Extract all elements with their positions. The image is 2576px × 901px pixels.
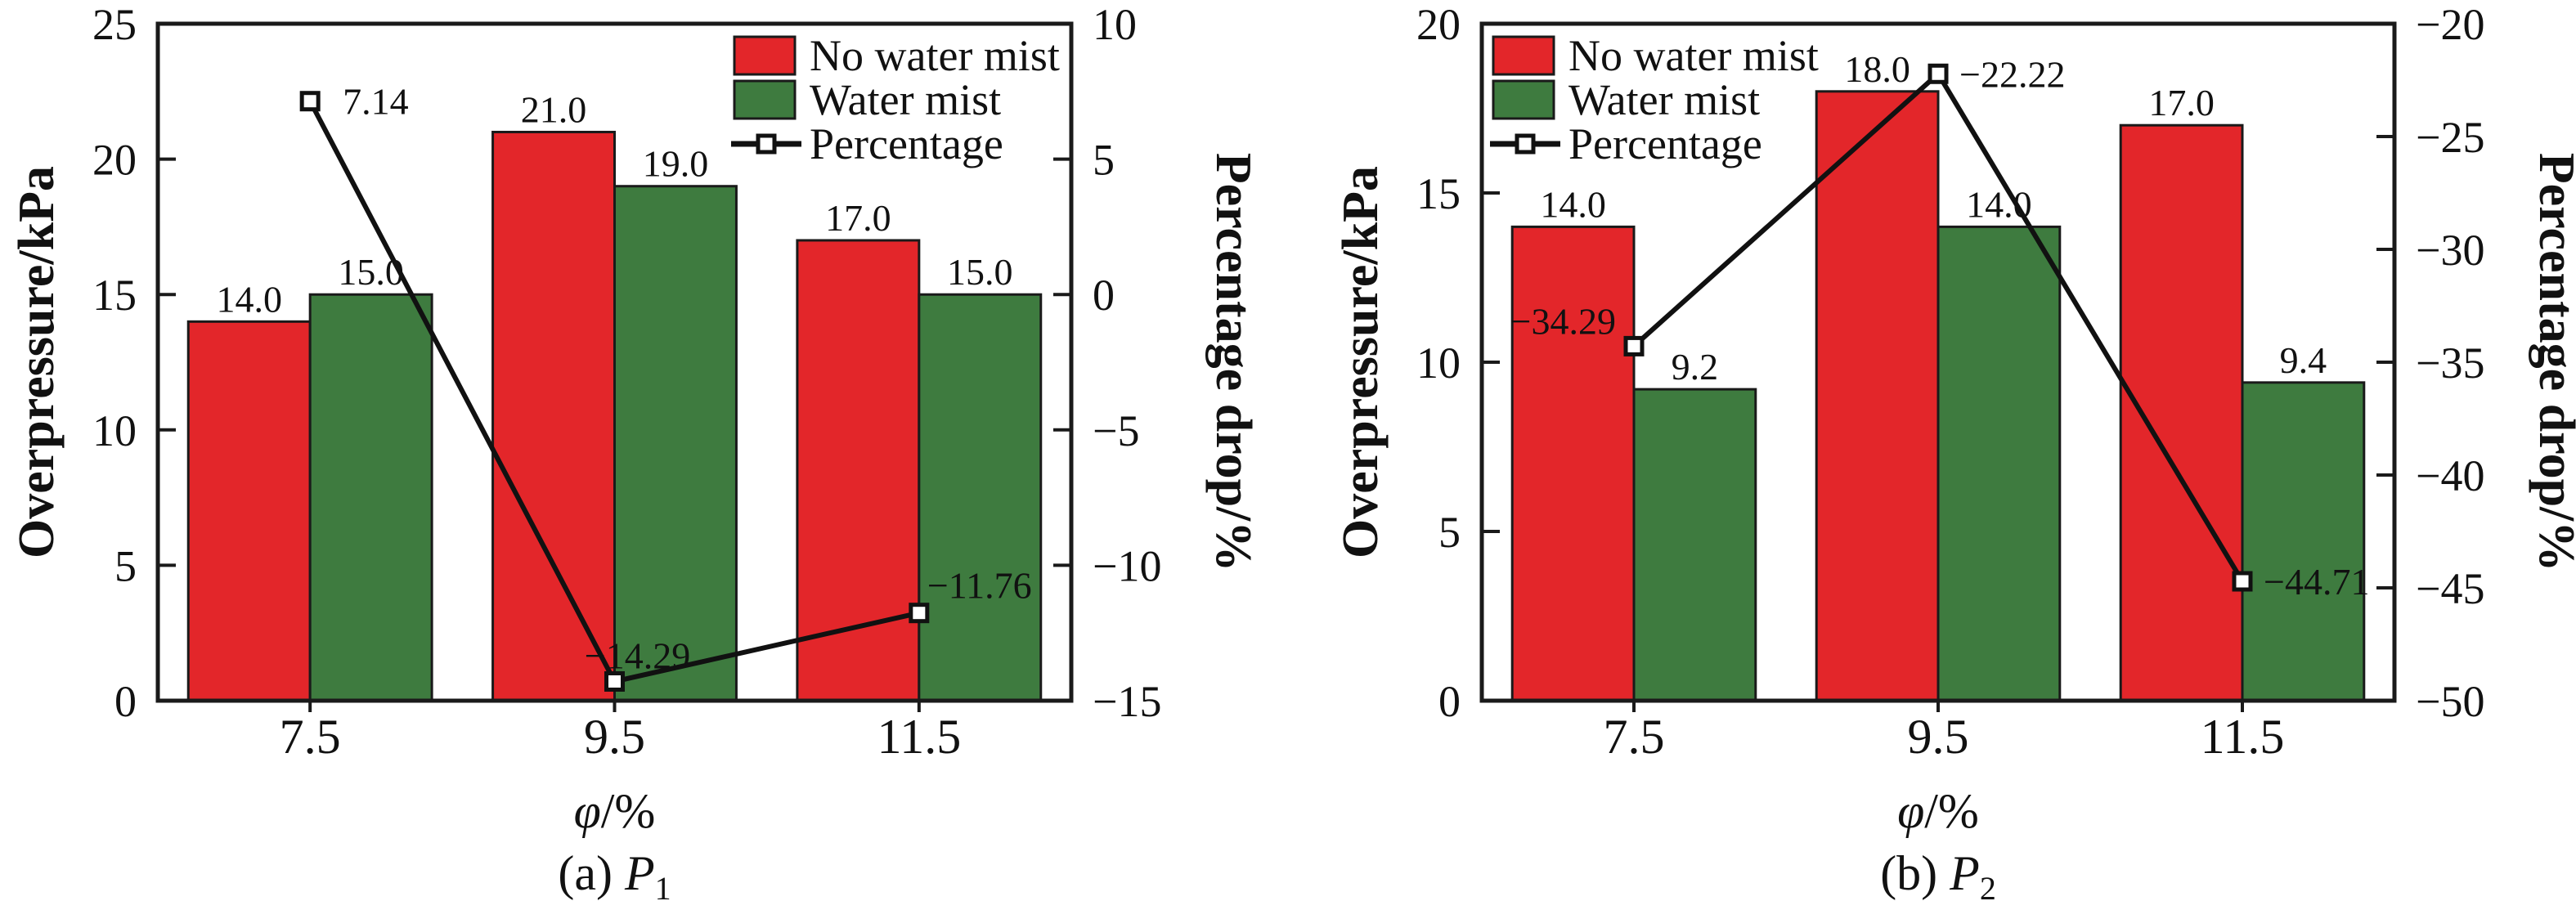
bar-value-label-water-mist-7.5: 9.2 bbox=[1672, 346, 1719, 388]
line-point-label-9.5: −14.29 bbox=[585, 634, 690, 676]
bar-value-label-no-water-mist-11.5: 17.0 bbox=[825, 197, 891, 239]
bar-water-mist-7.5 bbox=[1632, 388, 1757, 702]
bar-value-label-water-mist-9.5: 14.0 bbox=[1966, 183, 2032, 225]
line-marker-11.5 bbox=[2232, 571, 2253, 592]
line-marker-9.5 bbox=[604, 670, 625, 692]
line-point-label-11.5: −11.76 bbox=[927, 565, 1032, 607]
left-tick-label: 20 bbox=[92, 136, 137, 185]
left-tick-label: 10 bbox=[92, 406, 137, 455]
legend-line-marker bbox=[756, 133, 777, 155]
legend-line-marker bbox=[1515, 133, 1536, 155]
legend-swatch-water-mist bbox=[733, 79, 797, 120]
line-point-label-11.5: −44.71 bbox=[2264, 561, 2369, 603]
right-tick-label: −20 bbox=[2416, 0, 2484, 49]
legend-swatch-no-water-mist bbox=[1492, 35, 1555, 76]
right-tick-label: −40 bbox=[2416, 451, 2484, 500]
left-tick-label: 0 bbox=[1438, 677, 1461, 726]
right-tick-label: −45 bbox=[2416, 564, 2484, 613]
panel-caption: (a) P1 bbox=[558, 846, 671, 901]
right-tick-label: 10 bbox=[1093, 0, 1137, 49]
bar-value-label-no-water-mist-11.5: 17.0 bbox=[2148, 82, 2215, 123]
bar-no-water-mist-7.5 bbox=[1510, 225, 1636, 702]
line-marker-11.5 bbox=[909, 603, 930, 624]
line-point-label-9.5: −22.22 bbox=[1959, 53, 2065, 95]
legend-label-0: No water mist bbox=[1568, 31, 1819, 80]
x-axis-title: φ/% bbox=[1897, 784, 1979, 838]
line-marker-7.5 bbox=[299, 91, 321, 112]
line-point-label-7.5: −34.29 bbox=[1510, 300, 1616, 342]
left-tick-label: 15 bbox=[1416, 169, 1461, 218]
right-tick-label: 0 bbox=[1093, 271, 1115, 320]
left-tick-label: 5 bbox=[114, 541, 137, 590]
x-axis-title: φ/% bbox=[574, 784, 656, 838]
bar-no-water-mist-9.5 bbox=[491, 130, 616, 702]
left-axis-title: Overpressure/kPa bbox=[1333, 166, 1389, 558]
bar-value-label-no-water-mist-7.5: 14.0 bbox=[1540, 183, 1606, 225]
left-tick-label: 10 bbox=[1416, 338, 1461, 388]
bar-value-label-no-water-mist-9.5: 18.0 bbox=[1844, 48, 1910, 90]
bar-no-water-mist-11.5 bbox=[796, 239, 921, 702]
panel-caption: (b) P2 bbox=[1880, 846, 1996, 901]
right-tick-label: −35 bbox=[2416, 338, 2484, 388]
right-tick-label: −10 bbox=[1093, 541, 1161, 590]
legend-swatch-no-water-mist bbox=[733, 35, 797, 76]
right-tick-label: −5 bbox=[1093, 406, 1139, 455]
line-point-label-7.5: 7.14 bbox=[343, 81, 409, 123]
bar-value-label-no-water-mist-9.5: 21.0 bbox=[521, 88, 587, 130]
left-tick-label: 5 bbox=[1438, 508, 1461, 557]
bar-value-label-no-water-mist-7.5: 14.0 bbox=[216, 278, 282, 320]
bar-water-mist-11.5 bbox=[2241, 381, 2366, 702]
x-tick-label: 9.5 bbox=[584, 710, 645, 764]
bar-no-water-mist-7.5 bbox=[186, 320, 312, 702]
right-tick-label: −50 bbox=[2416, 677, 2484, 726]
bar-water-mist-9.5 bbox=[613, 185, 738, 702]
bar-value-label-water-mist-11.5: 9.4 bbox=[2280, 339, 2327, 381]
left-axis-title: Overpressure/kPa bbox=[9, 166, 65, 558]
legend-label-2: Percentage bbox=[1568, 119, 1762, 168]
left-tick-label: 25 bbox=[92, 0, 137, 49]
chart-panel-b: 14.0 18.0 17.0 9.2 14.0 9.4 0 5 10 15 20 −20 −25 −30 −… bbox=[1333, 0, 2576, 901]
x-tick-label: 11.5 bbox=[2201, 710, 2285, 764]
left-tick-label: 0 bbox=[114, 677, 137, 726]
right-tick-label: −25 bbox=[2416, 113, 2484, 162]
right-axis-title: Percentage drop/% bbox=[1205, 153, 1261, 572]
bar-value-label-water-mist-9.5: 19.0 bbox=[643, 143, 709, 185]
left-tick-label: 20 bbox=[1416, 0, 1461, 49]
legend-label-1: Water mist bbox=[1568, 75, 1760, 124]
bar-water-mist-7.5 bbox=[308, 293, 433, 702]
legend-swatch-water-mist bbox=[1492, 79, 1555, 120]
x-tick-label: 7.5 bbox=[1604, 710, 1665, 764]
x-tick-label: 11.5 bbox=[877, 710, 961, 764]
right-tick-label: −15 bbox=[1093, 677, 1161, 726]
line-marker-7.5 bbox=[1623, 335, 1645, 356]
right-tick-label: 5 bbox=[1093, 136, 1115, 185]
x-tick-label: 7.5 bbox=[280, 710, 341, 764]
legend-label-0: No water mist bbox=[810, 31, 1060, 80]
right-axis-title: Percentage drop/% bbox=[2529, 153, 2576, 572]
legend-label-1: Water mist bbox=[810, 75, 1001, 124]
right-tick-label: −30 bbox=[2416, 226, 2484, 275]
bar-value-label-water-mist-11.5: 15.0 bbox=[947, 251, 1013, 293]
bar-water-mist-11.5 bbox=[918, 293, 1043, 702]
line-marker-9.5 bbox=[1928, 63, 1949, 84]
left-tick-label: 15 bbox=[92, 271, 137, 320]
x-tick-label: 9.5 bbox=[1908, 710, 1969, 764]
bar-no-water-mist-9.5 bbox=[1815, 90, 1940, 702]
bar-water-mist-9.5 bbox=[1936, 225, 2062, 702]
legend-label-2: Percentage bbox=[810, 119, 1003, 168]
